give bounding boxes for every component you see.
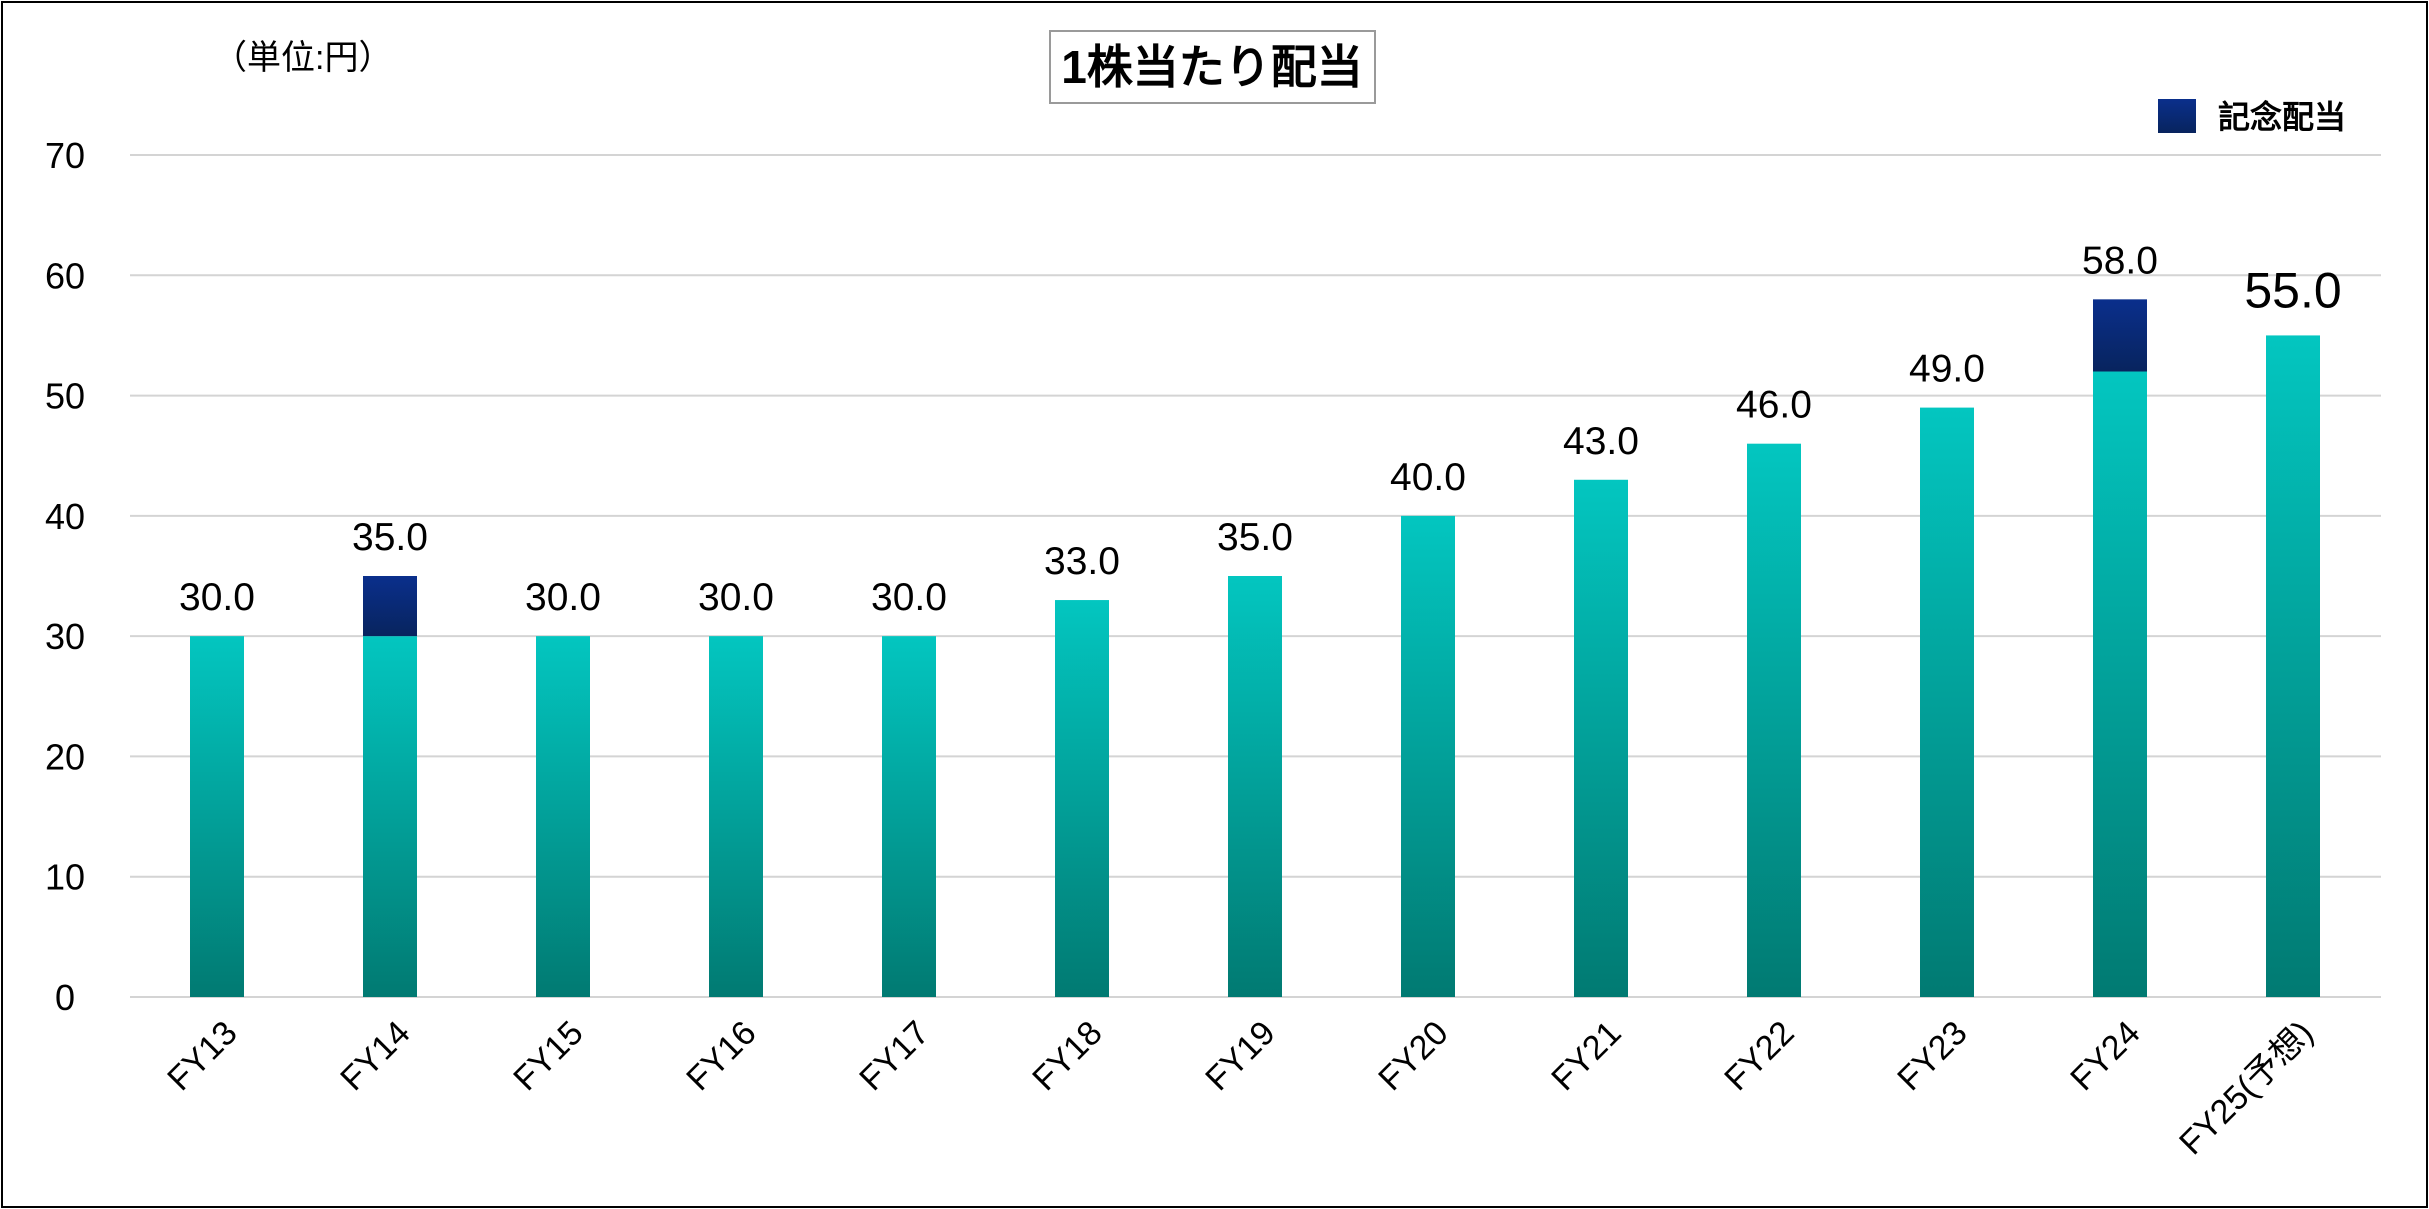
bar-regular-dividend <box>1401 515 1455 997</box>
bar-value-label: 30.0 <box>871 576 947 619</box>
x-tick-label: FY13 <box>160 1014 244 1098</box>
bars <box>190 299 2320 998</box>
x-tick-label: FY17 <box>852 1014 936 1098</box>
bar-commemorative-dividend <box>363 576 417 637</box>
bar-regular-dividend <box>1228 576 1282 997</box>
chart-title-box <box>1049 30 1376 104</box>
bar-regular-dividend <box>882 636 936 997</box>
x-tick-label: FY24 <box>2063 1014 2147 1098</box>
x-tick-label: FY15 <box>506 1014 590 1098</box>
x-tick-label: FY25(予想) <box>2172 1014 2320 1162</box>
unit-label: （単位:円） <box>213 39 392 77</box>
bar-regular-dividend <box>2266 335 2320 997</box>
y-tick-label: 60 <box>45 255 85 296</box>
x-tick-label: FY14 <box>333 1014 417 1098</box>
bar-regular-dividend <box>536 636 590 997</box>
dividend-chart: 1株当たり配当 （単位:円） 記念配当 0 10 20 30 40 50 60 70 30.0… <box>45 30 2381 1162</box>
bar-commemorative-dividend <box>2093 299 2147 372</box>
x-tick-label: FY20 <box>1371 1014 1455 1098</box>
bar-value-label: 49.0 <box>1909 348 1985 391</box>
bar-regular-dividend <box>2093 371 2147 997</box>
bar-value-label: 30.0 <box>698 576 774 619</box>
bar-value-label: 43.0 <box>1563 420 1639 463</box>
legend-swatch-commemorative <box>2158 99 2196 133</box>
bar-value-label: 30.0 <box>525 576 601 619</box>
x-tick-label: FY19 <box>1198 1014 1282 1098</box>
x-tick-label: FY16 <box>679 1014 763 1098</box>
bar-value-label: 58.0 <box>2082 239 2158 282</box>
x-tick-label: FY23 <box>1890 1014 1974 1098</box>
bar-value-label: 46.0 <box>1736 384 1812 427</box>
y-tick-label: 20 <box>45 736 85 777</box>
bar-regular-dividend <box>709 636 763 997</box>
bar-value-label: 40.0 <box>1390 456 1466 499</box>
x-tick-label: FY21 <box>1544 1014 1628 1098</box>
chart-title: 1株当たり配当 <box>1061 41 1363 93</box>
bar-value-label: 33.0 <box>1044 540 1120 583</box>
bar-regular-dividend <box>1574 479 1628 997</box>
gridlines <box>130 154 2381 998</box>
bar-regular-dividend <box>190 636 244 997</box>
y-axis-ticks: 0 10 20 30 40 50 60 70 <box>45 135 85 1018</box>
bar-regular-dividend <box>1920 407 1974 998</box>
value-labels: 30.0 35.0 30.0 30.0 30.0 33.0 35.0 40.0 43.0 46.0… <box>179 239 2342 619</box>
y-tick-label: 50 <box>45 376 85 417</box>
bar-regular-dividend <box>363 636 417 997</box>
y-tick-label: 70 <box>45 135 85 176</box>
bar-value-label: 55.0 <box>2244 262 2341 318</box>
bar-value-label: 30.0 <box>179 576 255 619</box>
x-axis-ticks: FY13 FY14 FY15 FY16 FY17 FY18 FY19 FY20 FY21 FY22… <box>160 1014 2320 1162</box>
legend-label-commemorative: 記念配当 <box>2218 99 2346 135</box>
y-tick-label: 10 <box>45 857 85 898</box>
x-tick-label: FY18 <box>1025 1014 1109 1098</box>
x-tick-label: FY22 <box>1717 1014 1801 1098</box>
bar-regular-dividend <box>1747 443 1801 998</box>
y-tick-label: 40 <box>45 496 85 537</box>
bar-regular-dividend <box>1055 600 1109 997</box>
bar-value-label: 35.0 <box>352 516 428 559</box>
bar-value-label: 35.0 <box>1217 516 1293 559</box>
y-tick-label: 0 <box>55 977 75 1018</box>
y-tick-label: 30 <box>45 616 85 657</box>
